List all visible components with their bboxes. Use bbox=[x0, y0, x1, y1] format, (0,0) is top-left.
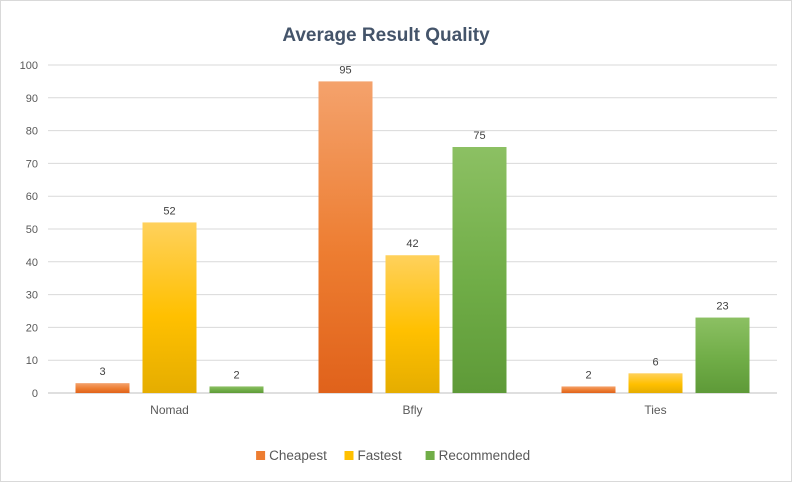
legend-swatch bbox=[256, 451, 266, 460]
data-label: 95 bbox=[339, 64, 351, 76]
bar-bfly-recommended bbox=[452, 147, 507, 393]
legend: Cheapest Fastest Recommended bbox=[256, 448, 530, 463]
y-tick-label: 0 bbox=[32, 388, 38, 400]
bar-ties-recommended bbox=[695, 317, 750, 393]
legend-item-recommended: Recommended bbox=[425, 448, 531, 463]
y-tick-label: 60 bbox=[26, 191, 38, 203]
data-label: 42 bbox=[406, 238, 418, 250]
chart-title: Average Result Quality bbox=[282, 25, 490, 46]
legend-label: Recommended bbox=[439, 448, 531, 463]
data-label: 2 bbox=[585, 369, 591, 381]
legend-swatch bbox=[425, 451, 435, 460]
legend-label: Fastest bbox=[358, 448, 403, 463]
bar-nomad-fastest bbox=[142, 222, 197, 393]
data-label: 3 bbox=[99, 366, 105, 378]
bar-bfly-cheapest bbox=[318, 81, 373, 394]
y-tick-label: 90 bbox=[26, 93, 38, 105]
bar-ties-cheapest bbox=[561, 386, 616, 393]
bar-ties-fastest bbox=[628, 373, 683, 393]
y-axis-ticks: 0 10 20 30 40 50 60 70 80 90 100 bbox=[20, 60, 38, 400]
y-tick-label: 100 bbox=[20, 60, 38, 72]
bars bbox=[75, 81, 750, 394]
data-label: 23 bbox=[716, 301, 728, 313]
x-axis-categories: Nomad Bfly Ties bbox=[150, 403, 666, 417]
bar-bfly-fastest bbox=[385, 255, 440, 393]
legend-item-fastest: Fastest bbox=[344, 448, 403, 463]
category-label-nomad: Nomad bbox=[150, 403, 189, 417]
y-tick-label: 80 bbox=[26, 126, 38, 138]
y-tick-label: 10 bbox=[26, 355, 38, 367]
bar-nomad-cheapest bbox=[75, 383, 130, 393]
y-tick-label: 40 bbox=[26, 257, 38, 269]
category-label-bfly: Bfly bbox=[402, 403, 422, 417]
legend-label: Cheapest bbox=[269, 448, 327, 463]
data-labels: 3 52 2 95 42 75 2 6 23 bbox=[99, 64, 728, 381]
y-tick-label: 50 bbox=[26, 224, 38, 236]
bar-nomad-recommended bbox=[209, 386, 264, 393]
data-label: 6 bbox=[652, 356, 658, 368]
data-label: 75 bbox=[473, 130, 485, 142]
legend-item-cheapest: Cheapest bbox=[256, 448, 327, 463]
data-label: 52 bbox=[163, 205, 175, 217]
y-tick-label: 70 bbox=[26, 158, 38, 170]
data-label: 2 bbox=[233, 369, 239, 381]
y-tick-label: 30 bbox=[26, 290, 38, 302]
legend-swatch bbox=[344, 451, 354, 460]
category-label-ties: Ties bbox=[644, 403, 666, 417]
y-tick-label: 20 bbox=[26, 322, 38, 334]
